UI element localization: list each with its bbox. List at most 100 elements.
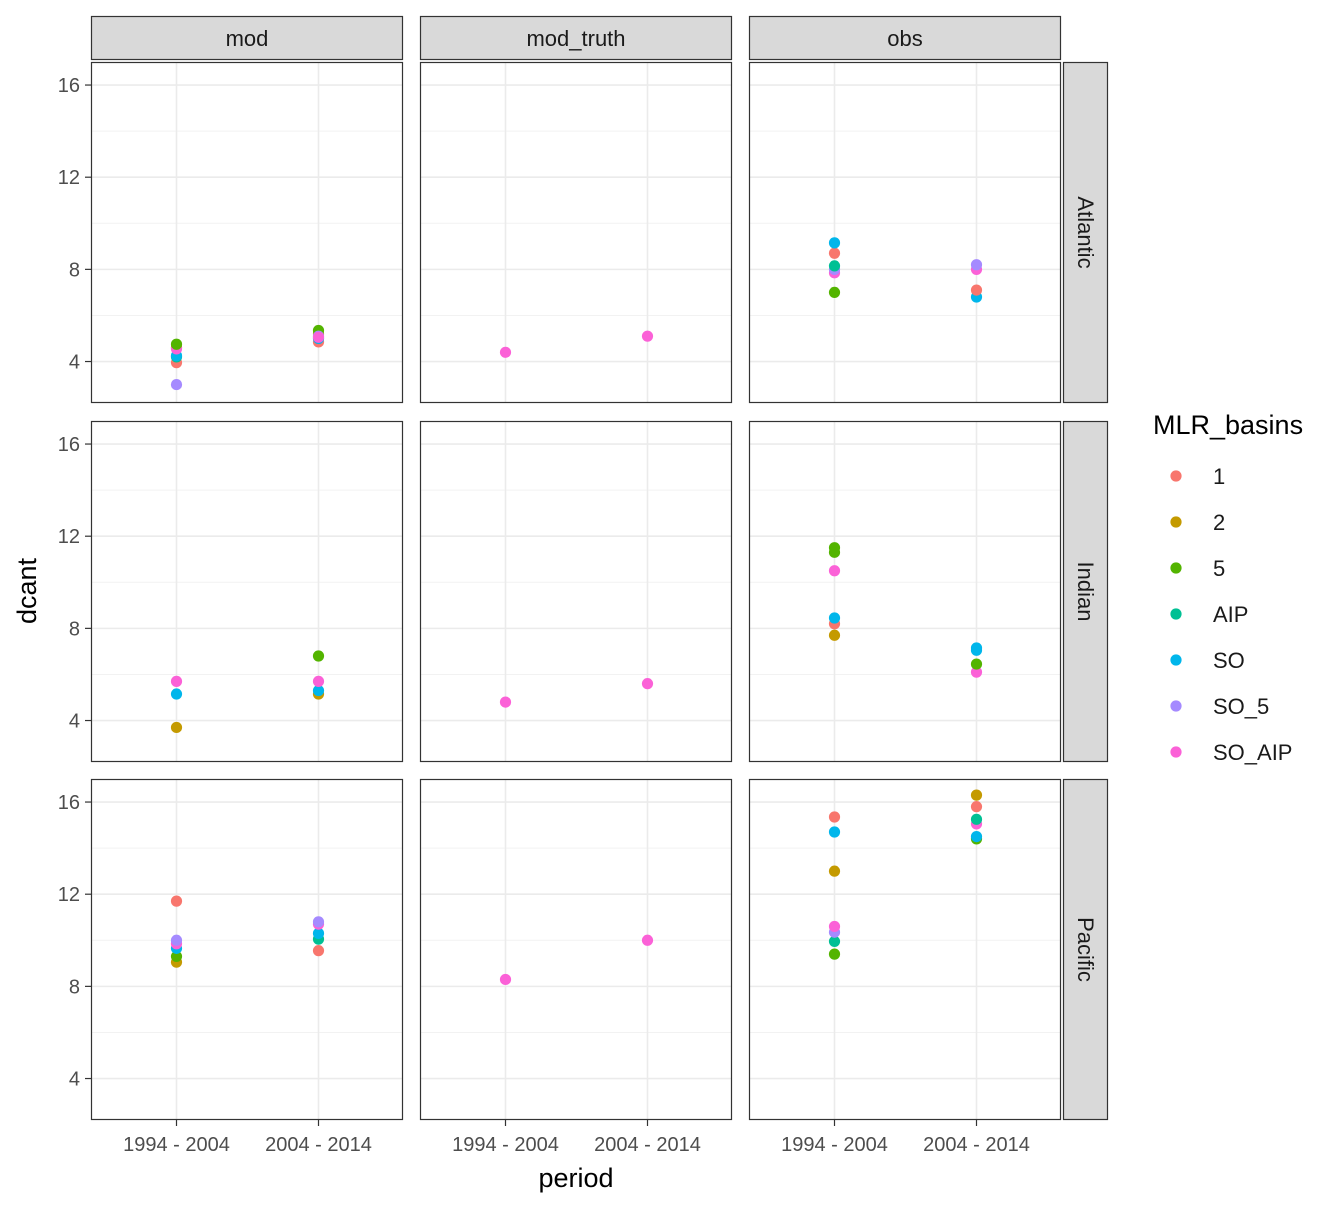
legend-label: SO (1213, 648, 1245, 673)
legend-key (1170, 654, 1182, 666)
data-point-so (170, 688, 183, 700)
data-point-2 (970, 789, 983, 801)
facet-label-column: mod (226, 26, 269, 51)
data-point-5 (828, 286, 841, 299)
data-point-2 (828, 629, 841, 641)
facet-strip-column (90, 15, 404, 61)
panel-border (90, 778, 404, 1121)
data-point-5 (828, 948, 841, 960)
facet-strip-row (1062, 61, 1109, 404)
y-tick-label: 12 (58, 884, 80, 906)
facet-strip-column (748, 15, 1062, 61)
facet-label-column: obs (887, 26, 922, 51)
data-point-so (828, 612, 841, 624)
panel-background (91, 62, 403, 403)
x-tick-label: 2004 - 2014 (265, 1134, 372, 1156)
legend-key (1170, 700, 1182, 712)
facet-strip-column (419, 15, 733, 61)
legend-label: 5 (1213, 556, 1225, 581)
legend-label: 1 (1213, 464, 1225, 489)
data-point-so-aip (312, 331, 325, 343)
data-point-2 (828, 865, 841, 877)
data-point-5 (170, 950, 183, 963)
data-point-so (828, 826, 841, 838)
data-point-1 (312, 945, 325, 957)
panel-background (91, 421, 403, 762)
data-point-so (312, 927, 325, 939)
panel-border (90, 61, 404, 404)
y-tick-label: 12 (58, 526, 80, 548)
data-point-so-aip (499, 696, 512, 708)
y-tick-label: 16 (58, 434, 80, 456)
data-point-1 (828, 247, 841, 259)
panel-background (420, 421, 732, 762)
data-point-5 (170, 338, 183, 350)
data-point-so (312, 684, 325, 697)
data-point-so-aip (828, 565, 841, 577)
legend-key (1170, 516, 1182, 528)
legend-label: SO_5 (1213, 694, 1269, 719)
data-point-aip (828, 935, 841, 948)
data-point-aip (828, 260, 841, 272)
data-point-so-aip (499, 346, 512, 358)
x-tick-label: 1994 - 2004 (123, 1134, 230, 1156)
data-point-5 (970, 658, 983, 670)
panel-border (419, 61, 733, 404)
facet-label-row: Pacific (1073, 917, 1098, 982)
panel-background (420, 62, 732, 403)
legend-title: MLR_basins (1153, 410, 1303, 440)
panel-background (749, 421, 1061, 762)
facet-strip-row (1062, 420, 1109, 763)
data-point-so-5 (312, 916, 325, 928)
y-axis-title: dcant (12, 557, 42, 624)
data-point-so (828, 237, 841, 249)
panel-background (91, 779, 403, 1120)
x-tick-label: 1994 - 2004 (452, 1134, 559, 1156)
panel-border (419, 420, 733, 763)
y-tick-label: 16 (58, 75, 80, 97)
panel-background (420, 779, 732, 1120)
y-tick-label: 4 (69, 352, 80, 374)
facet-label-row: Atlantic (1073, 196, 1098, 268)
data-point-so (970, 831, 983, 843)
y-tick-label: 8 (69, 976, 80, 998)
data-point-so-aip (641, 934, 654, 946)
data-point-aip (970, 813, 983, 825)
legend-key (1170, 470, 1182, 482)
panel-border (748, 420, 1062, 763)
y-tick-label: 16 (58, 792, 80, 814)
data-point-so-5 (970, 259, 983, 271)
data-point-so-5 (170, 378, 183, 391)
data-point-5 (828, 542, 841, 554)
data-point-1 (170, 895, 183, 907)
data-point-5 (312, 650, 325, 662)
data-point-so-5 (170, 934, 183, 946)
x-tick-label: 1994 - 2004 (781, 1134, 888, 1156)
y-tick-label: 12 (58, 167, 80, 189)
y-tick-label: 8 (69, 259, 80, 281)
panel-border (419, 778, 733, 1121)
panel-border (748, 61, 1062, 404)
legend-label: 2 (1213, 510, 1225, 535)
data-point-so-aip (499, 973, 512, 986)
facet-strip-row (1062, 778, 1109, 1121)
panel-border (748, 778, 1062, 1121)
data-point-so-aip (312, 675, 325, 687)
legend-key (1170, 746, 1182, 758)
panel-background (749, 62, 1061, 403)
data-point-so-aip (641, 330, 654, 342)
data-point-1 (828, 811, 841, 823)
data-point-1 (970, 801, 983, 813)
data-point-2 (170, 721, 183, 734)
y-tick-label: 8 (69, 618, 80, 640)
x-tick-label: 2004 - 2014 (923, 1134, 1030, 1156)
facet-label-row: Indian (1073, 562, 1098, 622)
data-point-so (970, 642, 983, 654)
legend-key (1170, 608, 1182, 620)
facet-label-column: mod_truth (526, 26, 625, 51)
x-tick-label: 2004 - 2014 (594, 1134, 701, 1156)
panel-border (90, 420, 404, 763)
data-point-so-aip (828, 920, 841, 933)
